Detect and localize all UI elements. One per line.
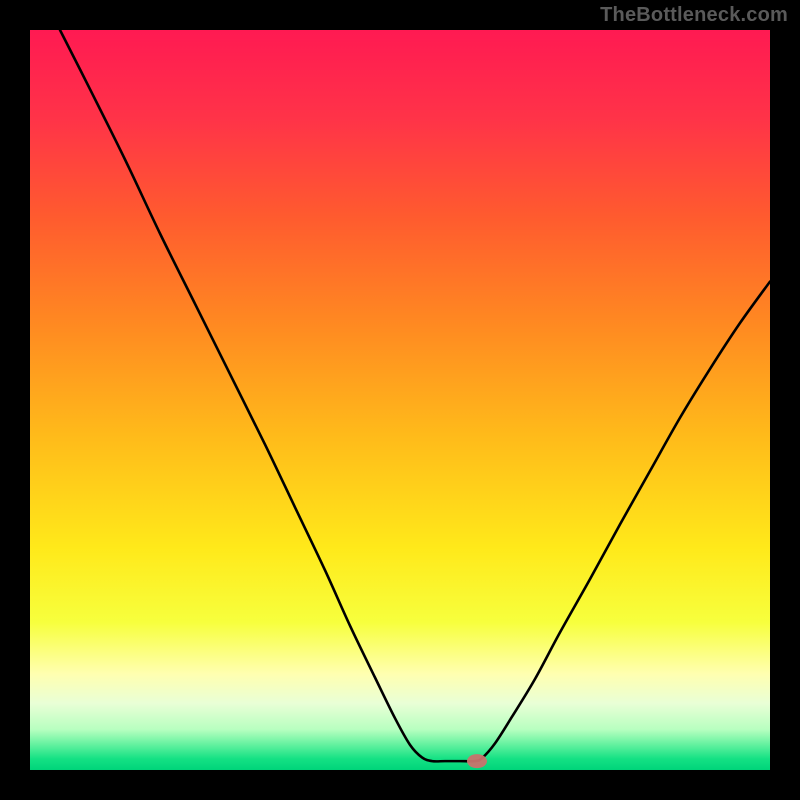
watermark-text: TheBottleneck.com — [600, 4, 788, 27]
plot-area — [30, 30, 770, 770]
plot-svg — [30, 30, 770, 770]
optimum-marker — [467, 754, 487, 768]
chart-frame: TheBottleneck.com — [0, 0, 800, 800]
gradient-background — [30, 30, 770, 770]
